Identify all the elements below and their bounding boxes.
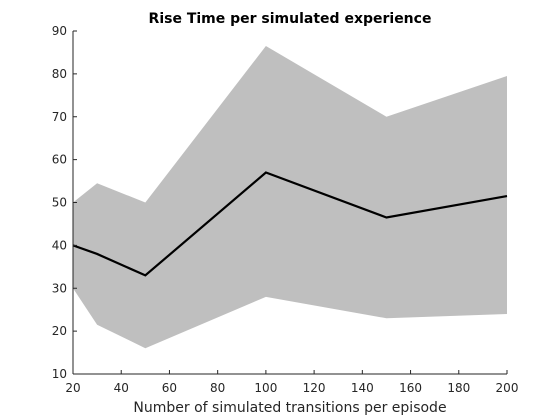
y-tick-label: 20 (52, 324, 67, 338)
y-tick-label: 40 (52, 238, 67, 252)
y-tick-label: 50 (52, 196, 67, 210)
confidence-band (73, 46, 507, 349)
x-tick-label: 140 (351, 381, 374, 395)
plot-area (72, 46, 508, 349)
x-tick-label: 100 (254, 381, 277, 395)
y-tick-labels: 10 20 30 40 50 60 70 80 90 (52, 24, 67, 381)
y-tick-label: 10 (52, 367, 67, 381)
x-tick-label: 200 (496, 381, 519, 395)
mean-line (72, 171, 508, 277)
x-tick-label: 180 (447, 381, 470, 395)
x-tick-label: 160 (399, 381, 422, 395)
x-tick-label: 40 (114, 381, 129, 395)
x-axis-label: Number of simulated transitions per epis… (133, 400, 446, 416)
x-tick-label: 80 (210, 381, 225, 395)
chart-title: Rise Time per simulated experience (149, 11, 432, 27)
y-tick-label: 90 (52, 24, 67, 38)
y-tick-label: 70 (52, 110, 67, 124)
axes (72, 30, 508, 375)
y-tick-label: 60 (52, 153, 67, 167)
y-tick-label: 80 (52, 67, 67, 81)
y-tick-label: 30 (52, 281, 67, 295)
x-tick-label: 20 (65, 381, 80, 395)
x-tick-label: 120 (303, 381, 326, 395)
x-tick-labels: 20 40 60 80 100 120 140 160 180 200 (65, 381, 518, 395)
x-tick-label: 60 (162, 381, 177, 395)
